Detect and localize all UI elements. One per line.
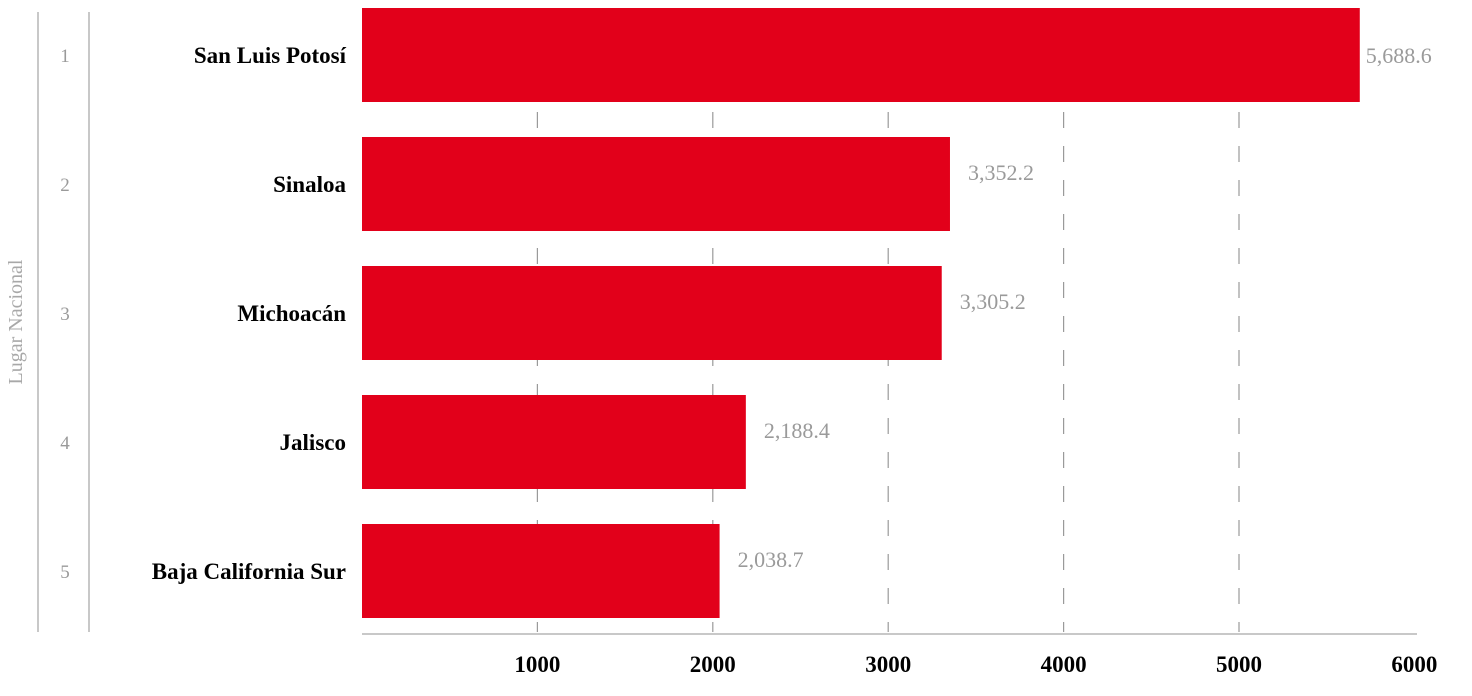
rank-label: 5 <box>60 562 70 583</box>
x-tick-label: 2000 <box>690 652 736 677</box>
value-label: 2,188.4 <box>764 418 830 443</box>
axis-layer: Lugar Nacional <box>5 12 1417 635</box>
x-tick-label: 1000 <box>514 652 560 677</box>
value-label: 3,352.2 <box>968 160 1034 185</box>
bar <box>362 266 942 360</box>
bar <box>362 524 720 618</box>
category-label: Baja California Sur <box>152 559 346 584</box>
value-label: 2,038.7 <box>738 547 804 572</box>
rank-label: 1 <box>60 46 70 67</box>
x-tick-label: 6000 <box>1391 652 1437 677</box>
value-label: 5,688.6 <box>1366 43 1432 68</box>
category-label: Michoacán <box>237 301 346 326</box>
category-label: Jalisco <box>280 430 346 455</box>
category-label: Sinaloa <box>273 172 346 197</box>
value-label: 3,305.2 <box>960 289 1026 314</box>
rank-label: 4 <box>60 433 70 454</box>
bar <box>362 137 950 231</box>
bar <box>362 395 746 489</box>
side-title: Lugar Nacional <box>5 259 27 384</box>
label-layer: 1000 2000 3000 4000 5000 6000 San Luis Potosí 1… <box>60 43 1437 677</box>
bar-layer <box>362 8 1360 618</box>
bar <box>362 8 1360 102</box>
x-tick-label: 5000 <box>1216 652 1262 677</box>
x-tick-label: 4000 <box>1041 652 1087 677</box>
rank-label: 3 <box>60 304 70 325</box>
x-tick-label: 3000 <box>865 652 911 677</box>
category-label: San Luis Potosí <box>194 43 347 68</box>
rank-label: 2 <box>60 175 70 196</box>
